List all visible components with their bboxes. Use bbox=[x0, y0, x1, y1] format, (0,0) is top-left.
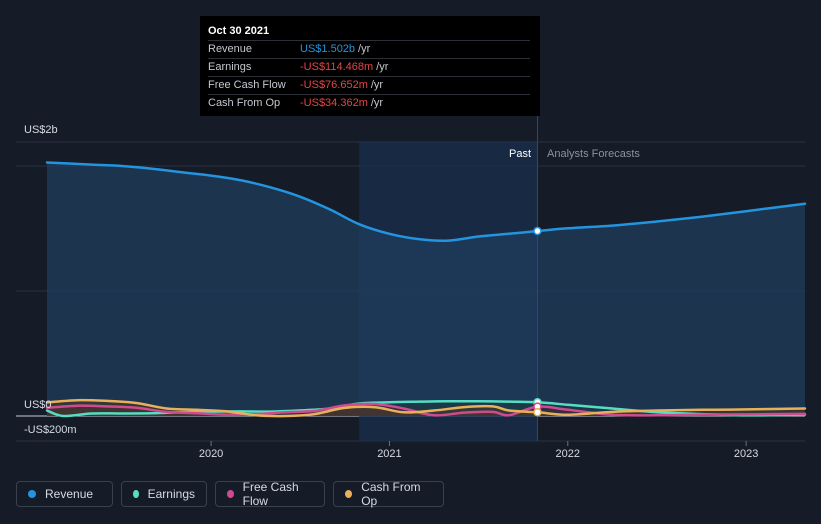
tooltip-value: -US$114.468m bbox=[300, 61, 374, 73]
legend-item-cash-from-op[interactable]: Cash From Op bbox=[333, 480, 444, 508]
cash-from-op-marker bbox=[533, 408, 542, 417]
tooltip-label: Cash From Op bbox=[208, 97, 281, 109]
cash-from-op-line bbox=[45, 398, 807, 418]
tooltip-row-earnings: Earnings -US$114.468m /yr bbox=[208, 58, 530, 76]
tooltip-value: US$1.502b bbox=[300, 43, 356, 55]
legend-label: Earnings bbox=[147, 487, 195, 501]
hover-tooltip: Oct 30 2021 Revenue US$1.502b /yr Earnin… bbox=[200, 16, 540, 116]
free-cash-flow-line bbox=[45, 402, 807, 417]
tooltip-unit: /yr bbox=[376, 61, 389, 73]
x-tick-label: 2021 bbox=[377, 448, 401, 460]
tooltip-unit: /yr bbox=[370, 97, 384, 109]
tooltip-value: -US$76.652m bbox=[300, 79, 368, 91]
tooltip-row-free-cash-flow: Free Cash Flow -US$76.652m /yr bbox=[208, 76, 530, 94]
y-tick-label-top: US$2b bbox=[24, 124, 58, 136]
tooltip-label: Earnings bbox=[208, 61, 252, 73]
tooltip-row-revenue: Revenue US$1.502b /yr bbox=[208, 40, 530, 58]
legend-label: Free Cash Flow bbox=[242, 480, 299, 508]
y-tick-label-bottom: -US$200m bbox=[24, 424, 77, 436]
x-tick-label: 2023 bbox=[734, 448, 758, 460]
legend-item-earnings[interactable]: Earnings bbox=[121, 481, 207, 507]
tooltip-label: Revenue bbox=[208, 43, 253, 55]
chart-legend: Revenue Earnings Free Cash Flow Cash Fro… bbox=[16, 480, 444, 508]
tooltip-date: Oct 30 2021 bbox=[208, 25, 270, 37]
tooltip-value: -US$34.362m bbox=[300, 97, 368, 109]
cash-from-op-dot-icon bbox=[345, 490, 353, 498]
hover-markers bbox=[533, 226, 542, 417]
tooltip-label: Free Cash Flow bbox=[208, 79, 286, 91]
legend-label: Revenue bbox=[45, 487, 94, 501]
free-cash-flow-dot-icon bbox=[227, 490, 234, 498]
earnings-line bbox=[45, 399, 807, 418]
earnings-dot-icon bbox=[133, 490, 139, 498]
past-label: Past bbox=[509, 148, 531, 160]
legend-label: Cash From Op bbox=[361, 480, 421, 508]
x-tick-label: 2020 bbox=[199, 448, 223, 460]
tooltip-unit: /yr bbox=[370, 79, 384, 91]
tooltip-row-cash-from-op: Cash From Op -US$34.362m /yr bbox=[208, 94, 530, 112]
tooltip-unit: /yr bbox=[358, 43, 371, 55]
revenue-dot-icon bbox=[28, 490, 36, 498]
revenue-marker bbox=[533, 226, 542, 236]
x-axis-ticks: 2020 2021 2022 2023 bbox=[199, 441, 758, 460]
series-lines bbox=[45, 161, 807, 418]
forecast-label: Analysts Forecasts bbox=[547, 148, 640, 160]
legend-item-free-cash-flow[interactable]: Free Cash Flow bbox=[215, 480, 325, 508]
y-tick-label-zero: US$0 bbox=[24, 399, 52, 411]
x-tick-label: 2022 bbox=[556, 448, 580, 460]
legend-item-revenue[interactable]: Revenue bbox=[16, 481, 113, 507]
revenue-line bbox=[45, 161, 807, 243]
